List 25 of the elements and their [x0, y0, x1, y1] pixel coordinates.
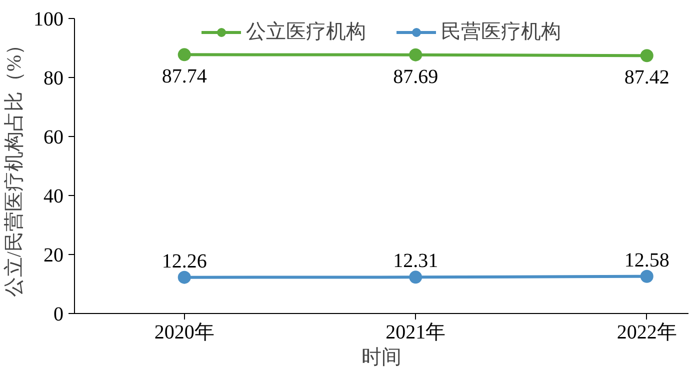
data-label: 87.42: [624, 66, 670, 89]
y-axis-title: 公立/民营医疗机构占比（%）: [4, 34, 26, 298]
y-tick-label: 0: [54, 304, 64, 326]
point: [409, 48, 422, 62]
data-label: 12.58: [624, 249, 670, 272]
point: [178, 48, 191, 62]
y-tick-label: 60: [44, 126, 64, 148]
legend-label: 民营医疗机构: [441, 20, 561, 45]
y-tick-label: 40: [44, 186, 64, 208]
y-tick-label: 100: [34, 8, 64, 30]
point: [640, 270, 654, 283]
data-label: 87.69: [393, 66, 438, 88]
y-tick-label: 20: [44, 244, 64, 266]
data-label: 12.31: [393, 250, 438, 272]
data-label: 87.74: [162, 66, 207, 88]
x-tick-label: 2022年: [616, 322, 677, 344]
data-label: 12.26: [162, 250, 207, 272]
x-tick-label: 2020年: [154, 322, 214, 344]
legend-label: 公立医疗机构: [246, 20, 366, 45]
x-tick-label: 2021年: [386, 322, 446, 344]
point: [409, 270, 422, 284]
point: [178, 270, 191, 284]
x-axis-title: 时间: [362, 346, 402, 368]
y-tick-label: 80: [44, 68, 64, 90]
point: [640, 49, 654, 62]
